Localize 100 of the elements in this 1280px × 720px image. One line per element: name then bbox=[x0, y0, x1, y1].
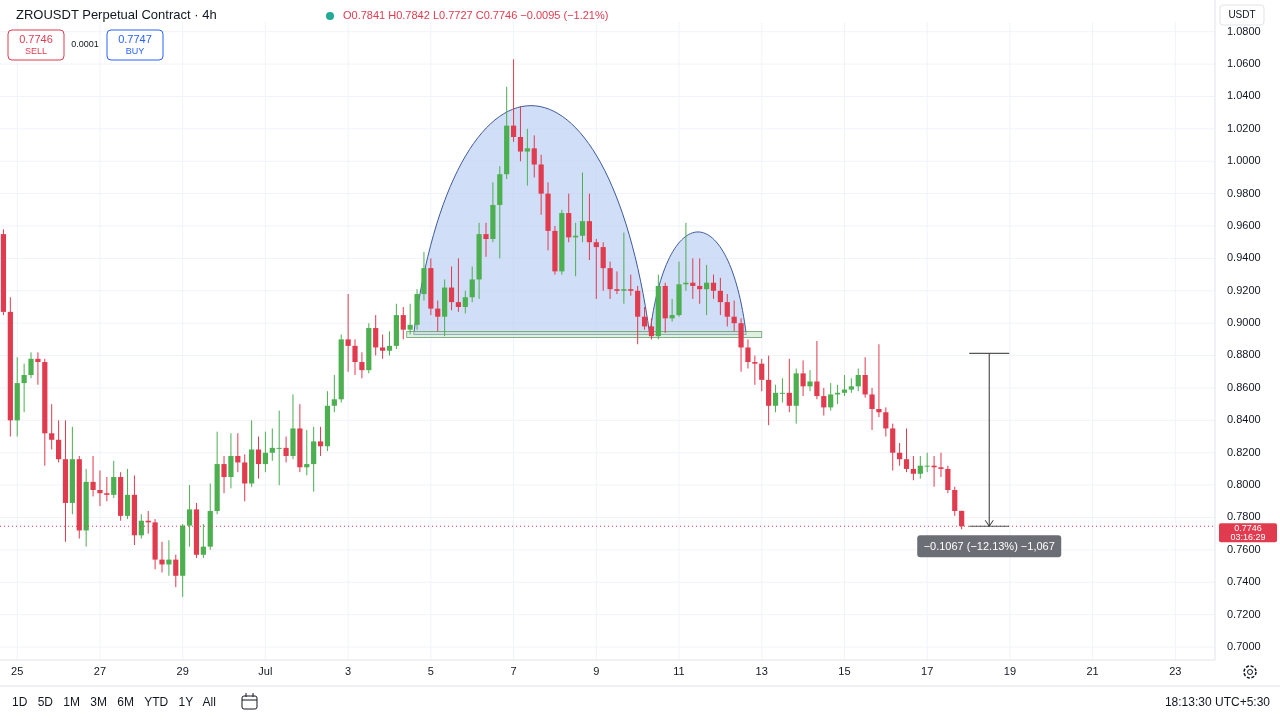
candlestick bbox=[786, 358, 792, 413]
candlestick bbox=[331, 374, 337, 413]
y-tick-label: 0.7600 bbox=[1227, 542, 1261, 555]
candlestick bbox=[49, 403, 55, 450]
candlestick bbox=[56, 419, 62, 463]
candlestick bbox=[173, 554, 179, 588]
text: O0.7841 H0.7842 L0.7727 C0.7746 −0.0095 (−1.21%) bbox=[343, 8, 609, 21]
y-tick-label: 0.7400 bbox=[1227, 575, 1261, 588]
candlestick bbox=[745, 338, 751, 370]
candlestick bbox=[255, 436, 262, 480]
candlestick bbox=[359, 351, 365, 379]
x-tick-label: 21 bbox=[1086, 664, 1099, 677]
candlestick bbox=[945, 465, 951, 494]
candlestick bbox=[517, 105, 524, 162]
candlestick bbox=[228, 432, 234, 489]
candlestick bbox=[821, 387, 827, 416]
y-tick-label: 0.8000 bbox=[1227, 478, 1261, 491]
candlestick bbox=[28, 351, 34, 379]
candlestick bbox=[531, 134, 537, 178]
x-tick-label: 3 bbox=[345, 664, 352, 677]
chart-title: ZROUSDT Perpetual Contract · 4h bbox=[16, 7, 217, 23]
candlestick bbox=[924, 452, 930, 473]
y-tick-label: 0.9800 bbox=[1227, 186, 1261, 199]
candlestick bbox=[772, 384, 779, 413]
x-tick-label: 23 bbox=[1169, 664, 1182, 677]
candlestick bbox=[200, 523, 206, 559]
x-tick-label: 17 bbox=[921, 664, 934, 677]
candlestick bbox=[779, 377, 786, 404]
candlestick bbox=[614, 270, 620, 295]
candlestick bbox=[269, 427, 275, 462]
x-tick-label: Jul bbox=[258, 664, 273, 677]
candlestick bbox=[400, 306, 406, 340]
x-tick-label: 13 bbox=[755, 664, 768, 677]
candlestick bbox=[35, 351, 41, 386]
candlestick bbox=[469, 266, 475, 303]
x-tick-label: 27 bbox=[93, 664, 107, 677]
x-tick-label: 5 bbox=[427, 664, 434, 677]
annotation: −0.1067 (−12.13%) −1,067 bbox=[923, 540, 1055, 553]
candlestick bbox=[828, 382, 834, 412]
candlestick bbox=[903, 427, 910, 473]
candlestick bbox=[373, 314, 379, 357]
candlestick bbox=[759, 358, 765, 392]
x-tick-label: 19 bbox=[1003, 664, 1017, 677]
text: 03:16:29 bbox=[1230, 531, 1266, 542]
candlestick bbox=[111, 460, 117, 499]
candlestick bbox=[455, 257, 462, 313]
y-tick-label: 1.0800 bbox=[1227, 24, 1261, 37]
y-tick-label: 0.9200 bbox=[1227, 283, 1261, 296]
candlestick bbox=[510, 58, 517, 143]
candlestick bbox=[717, 277, 723, 316]
x-tick-label: 9 bbox=[593, 664, 600, 677]
candlestick bbox=[462, 290, 468, 314]
y-tick-label: 0.9000 bbox=[1227, 316, 1261, 329]
x-tick-label: 7 bbox=[510, 664, 517, 677]
candlestick bbox=[724, 293, 730, 327]
candlestick bbox=[752, 355, 758, 386]
y-tick-label: 0.7800 bbox=[1227, 510, 1261, 523]
text: USDT bbox=[1228, 8, 1256, 20]
candlestick bbox=[807, 369, 813, 392]
candlestick bbox=[586, 193, 592, 261]
y-tick-label: 1.0400 bbox=[1227, 89, 1261, 102]
y-tick-label: 0.8800 bbox=[1227, 348, 1261, 361]
y-tick-label: 0.8600 bbox=[1227, 380, 1261, 393]
candlestick bbox=[138, 513, 144, 540]
candlestick bbox=[311, 426, 317, 493]
y-tick-label: 0.8400 bbox=[1227, 413, 1261, 426]
candlestick bbox=[710, 274, 717, 300]
candlestick bbox=[262, 431, 268, 473]
x-tick-label: 11 bbox=[673, 664, 685, 677]
candlestick bbox=[917, 455, 923, 480]
candlestick bbox=[862, 356, 868, 399]
candlestick bbox=[221, 455, 227, 494]
candlestick bbox=[276, 410, 282, 486]
text: 1D 5D 1M 3M 6M YTD 1Y All bbox=[12, 695, 216, 710]
y-tick-label: 0.7000 bbox=[1227, 639, 1261, 652]
annotation: BUY bbox=[125, 46, 145, 57]
candlestick bbox=[159, 541, 165, 574]
candlestick bbox=[621, 232, 627, 305]
candlestick bbox=[869, 387, 875, 431]
text: 18:13:30 UTC+5:30 bbox=[1164, 695, 1271, 710]
x-tick-label: 29 bbox=[176, 664, 189, 677]
candlestick bbox=[600, 241, 606, 292]
candlestick bbox=[104, 476, 110, 502]
candlestick bbox=[317, 426, 324, 457]
x-tick-label: 15 bbox=[838, 664, 851, 677]
annotation: SELL bbox=[24, 46, 48, 57]
candlestick bbox=[386, 330, 393, 357]
candlestick bbox=[97, 470, 103, 507]
y-tick-label: 0.9600 bbox=[1227, 218, 1261, 231]
y-tick-label: 1.0600 bbox=[1227, 57, 1261, 70]
candlestick bbox=[607, 261, 613, 300]
annotation: 0.7746 bbox=[19, 32, 53, 45]
y-tick-label: 1.0200 bbox=[1227, 121, 1261, 134]
y-tick-label: 0.7200 bbox=[1227, 607, 1261, 620]
candlestick bbox=[186, 484, 193, 548]
candlestick bbox=[628, 274, 634, 297]
candlestick bbox=[124, 468, 131, 520]
candlestick bbox=[90, 455, 96, 497]
candlestick bbox=[593, 238, 599, 300]
candlestick bbox=[21, 363, 27, 413]
